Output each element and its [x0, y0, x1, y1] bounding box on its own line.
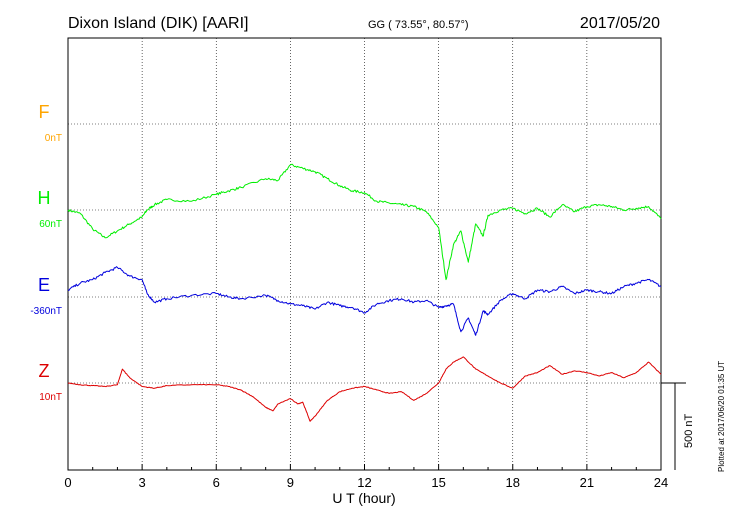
x-tick-label: 15	[431, 475, 445, 490]
trace-E	[67, 266, 662, 336]
x-axis: 0 3 6 9 12 15 18 21 24	[64, 464, 668, 490]
station-title: Dixon Island (DIK) [AARI]	[68, 15, 249, 32]
date-label: 2017/05/20	[580, 15, 660, 32]
x-tick-label: 12	[357, 475, 371, 490]
component-H-label: H	[38, 188, 51, 208]
component-E-label: E	[38, 275, 50, 295]
component-F-baseline: 0nT	[45, 133, 62, 144]
x-tick-label: 21	[580, 475, 594, 490]
scale-bar: 500 nT	[661, 382, 695, 470]
x-tick-label: 9	[287, 475, 294, 490]
traces	[67, 163, 662, 422]
trace-H	[67, 163, 662, 281]
scale-bar-label: 500 nT	[683, 413, 695, 448]
grid	[68, 38, 661, 470]
plotted-timestamp: Plotted at 2017/06/20 01:35 UT	[717, 361, 726, 472]
x-axis-title: U T (hour)	[332, 490, 395, 506]
x-tick-label: 3	[139, 475, 146, 490]
component-H-baseline: 60nT	[39, 219, 62, 230]
component-Z-label: Z	[39, 361, 50, 381]
component-E-baseline: -360nT	[30, 306, 62, 317]
component-F-label: F	[39, 102, 50, 122]
x-tick-label: 24	[654, 475, 668, 490]
x-tick-label: 6	[213, 475, 220, 490]
x-tick-label: 18	[506, 475, 520, 490]
component-labels: F 0nT H 60nT E -360nT Z 10nT	[30, 102, 62, 403]
x-tick-label: 0	[64, 475, 71, 490]
trace-Z	[67, 356, 662, 422]
coords-label: GG ( 73.55°, 80.57°)	[368, 19, 469, 31]
component-Z-baseline: 10nT	[39, 392, 62, 403]
